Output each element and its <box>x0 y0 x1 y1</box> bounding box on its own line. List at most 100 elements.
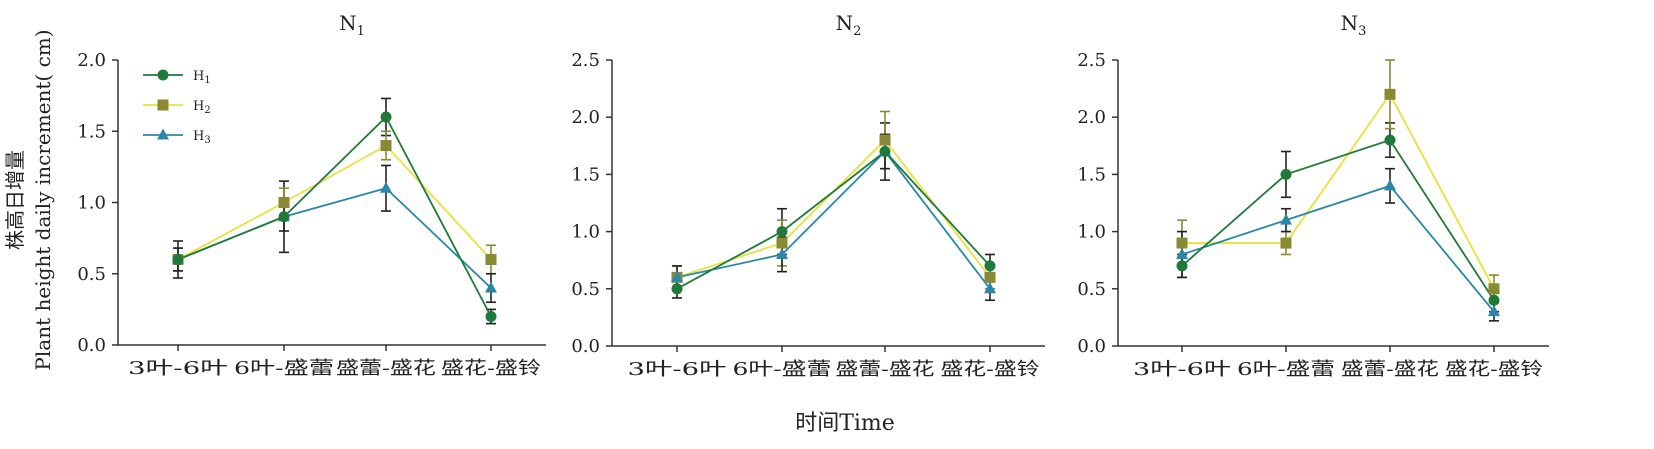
x-tick-label: 盛花-盛铃 <box>941 359 1040 380</box>
legend-label-subscript: 3 <box>204 135 210 146</box>
x-tick-label: 盛蕾-盛花 <box>1341 359 1439 380</box>
point-H3 <box>671 270 683 282</box>
y-tick-label: 1.5 <box>571 164 600 185</box>
x-tick-label: 盛蕾-盛花 <box>836 359 935 380</box>
legend-marker-H3 <box>157 128 169 140</box>
y-tick-label: 2.0 <box>571 107 600 128</box>
point-H1 <box>984 260 996 272</box>
x-tick-label: 6叶-盛蕾 <box>733 359 832 380</box>
point-H1 <box>278 211 290 223</box>
panel-title-subscript: 2 <box>853 24 861 39</box>
legend-label-subscript: 2 <box>204 105 210 116</box>
point-H1 <box>172 254 184 265</box>
y-tick-label: 2.0 <box>77 50 106 71</box>
series-line-H1 <box>1181 139 1495 301</box>
point-H3 <box>984 282 996 294</box>
legend-marker-H1 <box>157 69 169 81</box>
point-H2 <box>1176 237 1188 249</box>
y-tick-label: 1.0 <box>1077 222 1106 243</box>
point-H2 <box>1280 237 1292 249</box>
point-H3 <box>1280 213 1292 225</box>
panel-title-base: N <box>1341 11 1359 35</box>
panel-title: N3 <box>1341 11 1367 39</box>
point-H3 <box>485 281 497 293</box>
x-tick-label: 3叶-6叶 <box>628 359 727 380</box>
panel-title-subscript: 1 <box>357 24 365 39</box>
point-H1 <box>879 146 891 158</box>
series-line-H2 <box>676 138 991 279</box>
y-tick-label: 0.5 <box>1077 279 1106 300</box>
y-tick-label: 0.5 <box>571 279 600 300</box>
point-H3 <box>1384 179 1396 191</box>
legend-marker-H2 <box>157 99 169 111</box>
series-line-H2 <box>177 144 492 261</box>
x-tick-label: 盛蕾-盛花 <box>336 358 436 379</box>
point-H2 <box>1384 88 1396 100</box>
legend-label-H3: H3 <box>193 129 211 146</box>
y-tick-label: 1.5 <box>77 121 106 142</box>
point-H2 <box>485 254 497 265</box>
x-tick-label: 6叶-盛蕾 <box>1237 359 1335 380</box>
point-H3 <box>1176 247 1188 259</box>
x-tick-label: 3叶-6叶 <box>1133 359 1231 380</box>
x-tick-label: 盛花-盛铃 <box>441 358 541 379</box>
point-H2 <box>278 197 290 208</box>
point-H2 <box>984 271 996 283</box>
y-tick-label: 1.0 <box>571 222 600 243</box>
y-axis-label-chinese: 株高日增量 <box>3 150 27 250</box>
y-tick-label: 0.0 <box>1077 336 1106 357</box>
legend-item-H3: H3 <box>143 128 211 146</box>
panel-title: N1 <box>339 11 365 39</box>
y-tick-label: 2.5 <box>1077 50 1106 71</box>
panel-title: N2 <box>836 11 862 39</box>
point-H2 <box>776 237 788 249</box>
y-tick-label: 0.0 <box>571 336 600 357</box>
legend-label-subscript: 1 <box>204 75 210 86</box>
x-tick-label: 6叶-盛蕾 <box>234 358 334 379</box>
legend-item-H1: H1 <box>143 69 211 86</box>
legend-label-H2: H2 <box>193 99 211 116</box>
point-H3 <box>776 247 788 259</box>
y-tick-label: 2.0 <box>1077 107 1106 128</box>
panel-title-subscript: 3 <box>1358 24 1366 39</box>
x-axis-label: 时间Time <box>795 411 895 436</box>
panel-2: N2 0.0 0.5 1.0 1.5 2.0 2.5 3叶-6叶 6叶-盛蕾 盛蕾-盛花 盛花-盛铃 <box>571 11 1045 380</box>
y-axis-label-english: Plant height daily increment( cm) <box>31 29 55 370</box>
y-tick-label: 0.5 <box>77 264 106 285</box>
legend-label-base: H <box>193 99 204 114</box>
point-H1 <box>1384 134 1396 146</box>
point-H1 <box>485 311 497 322</box>
panel-3: N3 0.0 0.5 1.0 1.5 2.0 2.5 3叶-6叶 6叶-盛蕾 盛蕾-盛花 盛花-盛铃 <box>1077 11 1549 380</box>
series-line-H1 <box>177 115 492 317</box>
series-line-H3 <box>177 187 492 289</box>
point-H1 <box>1488 294 1500 306</box>
series-line-H1 <box>676 150 991 290</box>
point-H2 <box>380 140 392 151</box>
panels-group: N10.00.51.01.52.03叶-6叶 6叶-盛蕾 盛蕾-盛花 盛花-盛铃N20… <box>77 11 1549 380</box>
point-H2 <box>879 134 891 146</box>
y-tick-label: 0.0 <box>77 335 106 356</box>
series-line-H2 <box>1182 92 1495 290</box>
point-H1 <box>1280 168 1292 180</box>
legend-label-H1: H1 <box>193 69 211 86</box>
point-H1 <box>380 111 392 123</box>
point-H3 <box>1488 305 1500 317</box>
panel-title-base: N <box>339 11 357 35</box>
point-H1 <box>671 283 683 295</box>
series-line-H3 <box>676 150 991 290</box>
panel-1: N10.00.51.01.52.03叶-6叶 6叶-盛蕾 盛蕾-盛花 盛花-盛铃 <box>77 11 546 379</box>
legend-label-base: H <box>193 129 204 144</box>
x-tick-label: 盛花-盛铃 <box>1445 359 1543 380</box>
point-H2 <box>1488 283 1500 295</box>
legend-label-base: H <box>193 69 204 84</box>
point-H1 <box>776 226 788 238</box>
series-line-H3 <box>1181 184 1495 313</box>
y-tick-label: 2.5 <box>571 50 600 71</box>
point-H3 <box>380 181 392 193</box>
panel-title-base: N <box>836 11 854 35</box>
point-H1 <box>1176 260 1188 272</box>
y-tick-label: 1.0 <box>77 193 106 214</box>
x-tick-label: 3叶-6叶 <box>128 358 228 379</box>
